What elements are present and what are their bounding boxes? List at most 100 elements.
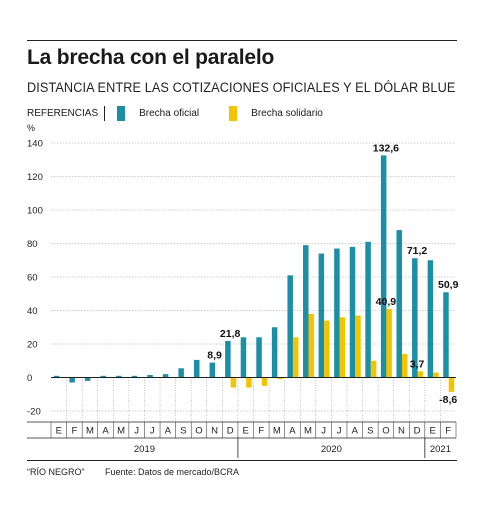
x-tick-label: F	[71, 426, 77, 437]
legend-heading: REFERENCIAS	[27, 107, 99, 119]
data-label: 50,9	[438, 279, 459, 291]
y-tick-label: -20	[27, 407, 41, 418]
x-tick-label: A	[289, 426, 296, 437]
x-tick-label: M	[86, 426, 94, 437]
bar-solidario	[433, 372, 439, 378]
bar-solidario	[339, 317, 346, 378]
x-tick-label: M	[273, 426, 281, 437]
x-tick-label: A	[352, 426, 359, 437]
legend-swatch-oficial	[117, 105, 126, 121]
bar-solidario	[308, 313, 315, 378]
y-tick-label: 140	[27, 139, 43, 150]
bar-oficial	[147, 374, 153, 378]
x-tick-label: D	[227, 426, 234, 437]
bar-oficial	[365, 241, 371, 378]
bar-solidario	[355, 315, 361, 378]
data-label: 21,8	[220, 328, 241, 340]
bar-solidario	[292, 337, 299, 378]
x-tick-label: N	[398, 426, 405, 437]
x-tick-label: A	[165, 426, 172, 437]
bar-oficial	[396, 230, 402, 378]
x-tick-label: E	[429, 426, 435, 437]
y-tick-label: 20	[27, 340, 38, 351]
bar-oficial	[162, 374, 169, 378]
year-label: 2020	[321, 444, 342, 455]
x-tick-label: F	[258, 426, 264, 437]
chart-title: La brecha con el paralelo	[27, 46, 275, 69]
legend-swatch-solidario	[229, 105, 238, 121]
y-tick-label: 100	[27, 206, 43, 217]
chart-subtitle: DISTANCIA ENTRE LAS COTIZACIONES OFICIAL…	[27, 80, 456, 95]
bar-oficial	[53, 375, 60, 378]
x-tick-label: D	[414, 426, 421, 437]
y-tick-label: 40	[27, 306, 38, 317]
x-tick-label: M	[117, 426, 125, 437]
bar-oficial	[318, 253, 325, 378]
bar-solidario	[324, 320, 330, 378]
bar-oficial	[116, 375, 122, 378]
bar-oficial	[69, 377, 75, 383]
x-tick-label: S	[367, 426, 373, 437]
x-tick-label: J	[150, 426, 155, 437]
bar-oficial	[287, 275, 293, 378]
bar-solidario	[261, 377, 268, 386]
bar-oficial	[240, 337, 247, 378]
bar-oficial	[349, 246, 356, 378]
bar-oficial	[84, 377, 91, 381]
bar-solidario	[417, 371, 424, 378]
year-label: 2019	[134, 444, 155, 455]
bar-solidario	[370, 360, 377, 378]
bar-oficial	[178, 368, 184, 378]
data-label: 8,9	[207, 350, 222, 362]
footer-outlet: “RÍO NEGRO”	[27, 467, 85, 477]
bar-oficial	[193, 359, 200, 378]
y-axis-unit: %	[27, 123, 35, 133]
bar-solidario	[401, 354, 408, 378]
footer-source: Fuente: Datos de mercado/BCRA	[105, 467, 240, 477]
x-tick-label: M	[304, 426, 312, 437]
year-label: 2021	[430, 444, 451, 455]
legend: REFERENCIAS Brecha oficial Brecha solida…	[27, 105, 353, 121]
bar-solidario	[277, 377, 283, 380]
data-label: 3,7	[410, 358, 425, 370]
bar-solidario	[230, 377, 237, 388]
data-label: -8,6	[439, 394, 457, 406]
bottom-rule	[27, 460, 457, 461]
bar-solidario	[386, 308, 392, 378]
x-tick-label: O	[382, 426, 389, 437]
bar-oficial	[427, 260, 434, 378]
legend-label-solidario: Brecha solidario	[251, 107, 323, 119]
bar-oficial	[412, 258, 418, 378]
y-tick-label: 120	[27, 172, 43, 183]
x-tick-label: F	[445, 426, 451, 437]
bar-oficial	[303, 245, 309, 378]
bar-oficial	[131, 375, 138, 378]
y-tick-label: 80	[27, 239, 38, 250]
bar-oficial	[380, 155, 387, 378]
bar-oficial	[334, 248, 340, 378]
x-tick-label: E	[56, 426, 62, 437]
x-tick-label: E	[243, 426, 249, 437]
bar-solidario	[448, 377, 455, 392]
y-tick-label: 0	[27, 373, 32, 384]
x-tick-label: O	[195, 426, 202, 437]
bar-oficial	[209, 362, 216, 378]
x-tick-label: N	[211, 426, 218, 437]
bar-oficial	[256, 337, 262, 378]
x-tick-label: S	[180, 426, 186, 437]
data-label: 71,2	[407, 245, 428, 257]
bar-oficial	[100, 375, 107, 378]
top-rule	[27, 40, 457, 41]
bar-solidario	[246, 377, 252, 388]
x-tick-label: J	[321, 426, 326, 437]
data-label: 132,6	[373, 142, 399, 154]
x-tick-label: J	[134, 426, 139, 437]
bar-oficial	[225, 340, 231, 378]
x-tick-label: A	[102, 426, 109, 437]
bar-oficial	[271, 327, 278, 378]
bar-oficial	[443, 292, 449, 378]
legend-label-oficial: Brecha oficial	[139, 107, 200, 119]
data-label: 40,9	[376, 296, 397, 308]
x-tick-label: J	[337, 426, 342, 437]
